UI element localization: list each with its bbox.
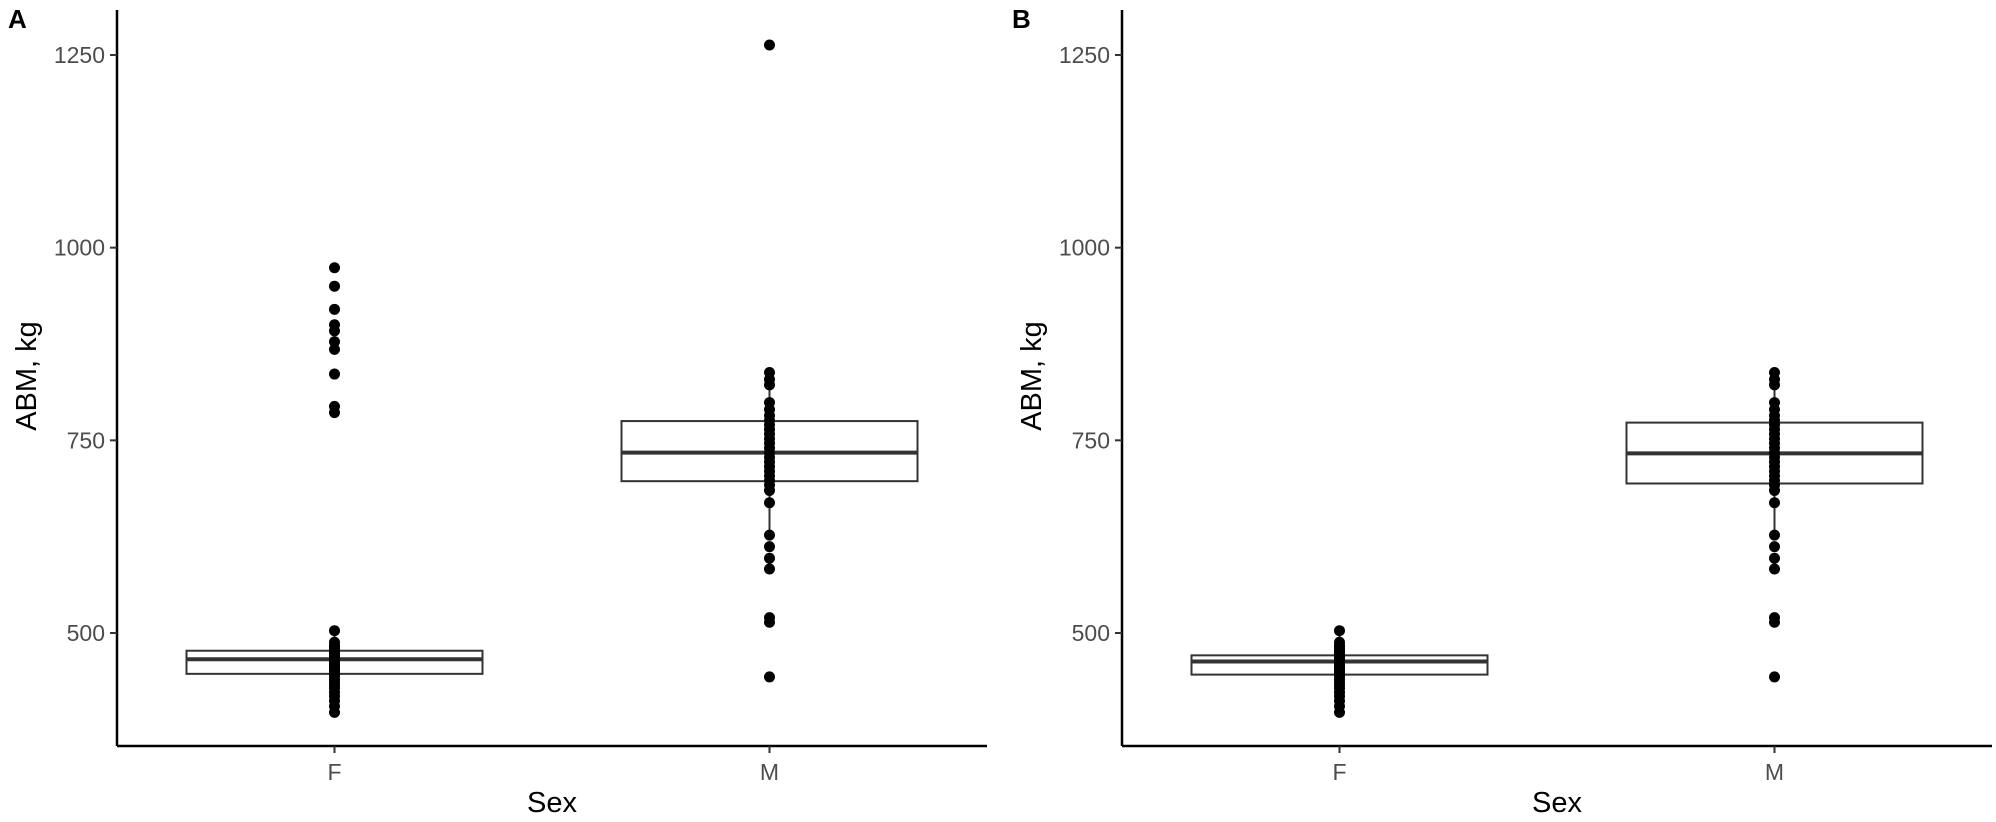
panel-b-y-axis-title: ABM, kg [1016,321,1048,431]
panel-a-x-axis-title: Sex [527,787,577,819]
y-tick-label: 1250 [54,42,105,68]
y-tick-label: 1000 [54,235,105,261]
panel-b-x-axis-title: Sex [1532,787,1582,819]
data-point [1769,563,1780,575]
box-M [1625,367,1924,683]
data-point [1769,367,1780,379]
data-point [329,400,340,412]
data-point [1334,625,1345,637]
data-point [764,552,775,564]
x-tick-label: M [760,759,779,785]
y-tick-label: 500 [1072,620,1110,646]
data-point [329,625,340,637]
data-point [1769,612,1780,624]
data-point [764,563,775,575]
x-tick-label: M [1765,759,1784,785]
data-point [764,397,775,409]
data-point [329,343,340,355]
box-M [620,39,919,683]
panel-b-tag: B [1012,4,1031,34]
data-point [1769,541,1780,553]
y-tick-label: 750 [1072,427,1110,453]
data-point [764,612,775,624]
data-point [329,636,340,648]
data-point [764,39,775,51]
data-point [329,368,340,380]
data-point [1769,529,1780,541]
data-point [764,671,775,683]
panel-a: A Sex ABM, kg 500 750 1000 1250 F M [8,4,987,819]
data-point [1769,671,1780,683]
data-point [1769,552,1780,564]
x-tick-label: F [1332,759,1346,785]
data-point [329,262,340,274]
data-point [329,280,340,292]
box-F [1190,625,1489,718]
box-F [185,262,484,718]
data-point [329,303,340,315]
data-point [764,529,775,541]
x-tick-label: F [327,759,341,785]
data-point [329,319,340,331]
y-tick-label: 1000 [1059,235,1110,261]
data-point [764,367,775,379]
data-point [1334,636,1345,648]
y-tick-label: 750 [67,427,105,453]
panel-a-tag: A [8,4,27,34]
panel-a-y-axis-title: ABM, kg [11,321,43,431]
data-point [1769,397,1780,409]
data-point [764,497,775,509]
data-point [764,541,775,553]
data-point [329,336,340,348]
panel-b: B Sex ABM, kg 500 750 1000 1250 F M [1012,4,1992,819]
data-point [1769,497,1780,509]
y-tick-label: 500 [67,620,105,646]
y-tick-label: 1250 [1059,42,1110,68]
